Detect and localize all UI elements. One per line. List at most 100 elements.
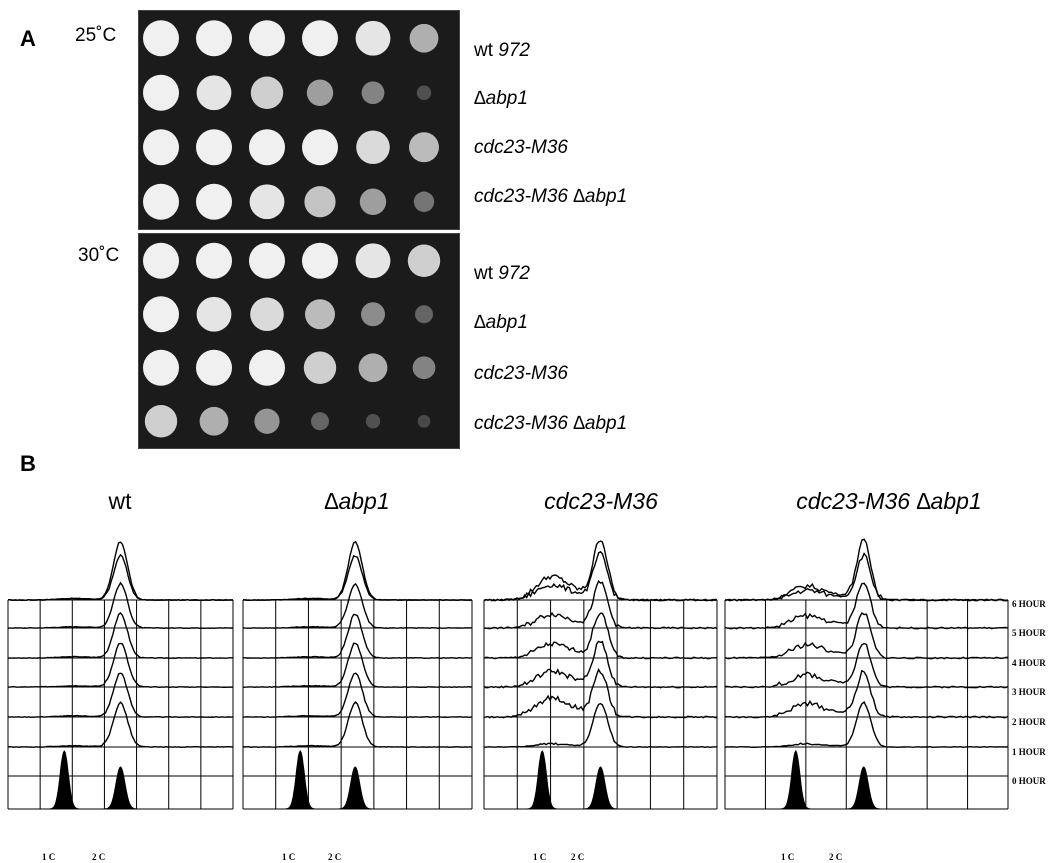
dna-content-peak: [337, 766, 374, 810]
hour-label-3: 3 HOUR: [1012, 687, 1046, 697]
colony-spot: [306, 79, 334, 106]
x-label-2c-abp1: 2 C: [328, 852, 342, 862]
panel-a-letter: A: [20, 26, 36, 51]
plate-1-strain-2: ∆abp1: [474, 88, 528, 109]
colony-spot: [358, 353, 388, 383]
column-title-cdc23: cdc23-M36: [544, 488, 658, 514]
histogram-trace: [242, 582, 473, 630]
histogram-trace: [7, 672, 234, 719]
colony-spot: [305, 299, 335, 330]
dna-content-peak: [779, 750, 812, 810]
hour-label-5: 5 HOUR: [1012, 628, 1046, 638]
hour-label-2: 2 HOUR: [1012, 717, 1046, 727]
colony-spot: [196, 296, 232, 332]
colony-spot: [196, 183, 232, 220]
colony-spot: [199, 406, 229, 436]
colony-spot: [303, 351, 337, 384]
plate-2-strain-1: wt 972: [474, 263, 530, 284]
colony-spot: [415, 305, 433, 324]
dna-content-peak: [845, 766, 882, 810]
panel-b-letter: B: [20, 451, 36, 476]
histogram-trace: [724, 642, 1009, 689]
colony-spot: [196, 242, 232, 279]
histogram-trace: [483, 702, 718, 749]
colony-spot: [143, 74, 179, 111]
plate-1-strain-3: cdc23-M36: [474, 137, 568, 158]
colony-spot: [361, 302, 385, 327]
hour-label-4: 4 HOUR: [1012, 658, 1046, 668]
column-title-cdc23-abp1: cdc23-M36 ∆abp1: [796, 488, 982, 514]
colony-spot: [249, 242, 285, 279]
histogram-trace: [7, 541, 234, 602]
plate-1-temperature: 25˚C: [75, 25, 117, 46]
x-label-2c-cdc23: 2 C: [571, 852, 585, 862]
colony-spot: [143, 129, 179, 166]
histogram-trace: [242, 701, 473, 749]
histogram-trace: [242, 555, 472, 602]
histogram-trace: [243, 642, 473, 689]
colony-spot: [249, 129, 285, 166]
histogram-trace: [243, 613, 473, 660]
plate-1-strain-4: cdc23-M36 ∆abp1: [474, 186, 628, 207]
histogram-trace: [8, 642, 234, 689]
colony-spot: [196, 349, 232, 386]
x-label-2c-wt: 2 C: [92, 852, 106, 862]
hour-label-0: 0 HOUR: [1012, 776, 1046, 786]
histogram-panel: [724, 538, 1009, 810]
colony-spot: [249, 184, 285, 220]
histogram-trace: [7, 581, 234, 630]
histogram-panel: [242, 540, 473, 810]
colony-spot: [196, 20, 232, 57]
x-label-1c-wt: 1 C: [42, 852, 56, 862]
colony-spot: [355, 20, 391, 56]
dna-content-peak: [582, 766, 619, 810]
column-title-wt: wt: [108, 488, 132, 514]
colony-spot: [143, 296, 179, 333]
colony-spot: [311, 412, 329, 431]
colony-spot: [359, 188, 387, 215]
histogram-trace: [483, 667, 718, 719]
plate-2-image: [138, 233, 460, 449]
colony-spot: [412, 356, 436, 380]
colony-spot: [143, 349, 179, 386]
colony-spot: [250, 76, 284, 109]
colony-spot: [250, 297, 284, 332]
colony-spot: [413, 191, 435, 212]
colony-spot: [196, 75, 232, 111]
x-label-2c-cdc23-abp1: 2 C: [829, 852, 843, 862]
histogram-panel: [483, 540, 718, 810]
colony-spot: [361, 81, 385, 105]
x-label-1c-cdc23: 1 C: [533, 852, 547, 862]
histogram-trace: [724, 538, 1009, 602]
plate-1-strain-1: wt 972: [474, 40, 530, 61]
dna-content-peak: [526, 750, 559, 810]
colony-spot: [409, 23, 439, 53]
colony-spot: [355, 243, 391, 279]
colony-spot: [302, 129, 338, 166]
histogram-trace: [242, 540, 473, 602]
colony-spot: [143, 183, 179, 220]
column-title-abp1: ∆abp1: [324, 488, 390, 514]
colony-spot: [409, 132, 439, 163]
histogram-trace: [724, 701, 1009, 749]
colony-spot: [143, 20, 179, 57]
plate-2-strain-2: ∆abp1: [474, 312, 528, 333]
histogram-trace: [483, 540, 718, 602]
flow-cytometry-histograms: [7, 538, 1009, 810]
histogram-trace: [7, 553, 234, 602]
colony-spot: [417, 414, 431, 428]
histogram-panel: [7, 541, 234, 810]
histogram-trace: [7, 701, 234, 749]
plate-1-image: [138, 10, 460, 230]
hour-label-1: 1 HOUR: [1012, 747, 1046, 757]
hour-label-6: 6 HOUR: [1012, 599, 1046, 609]
colony-spot: [249, 349, 285, 386]
colony-spot: [304, 186, 336, 218]
plate-2-strain-3: cdc23-M36: [474, 363, 568, 384]
histogram-trace: [483, 640, 717, 689]
colony-spot: [143, 242, 179, 279]
histogram-trace: [7, 612, 234, 660]
x-label-1c-cdc23-abp1: 1 C: [781, 852, 795, 862]
histogram-trace: [724, 552, 1009, 602]
colony-spot: [356, 130, 390, 165]
